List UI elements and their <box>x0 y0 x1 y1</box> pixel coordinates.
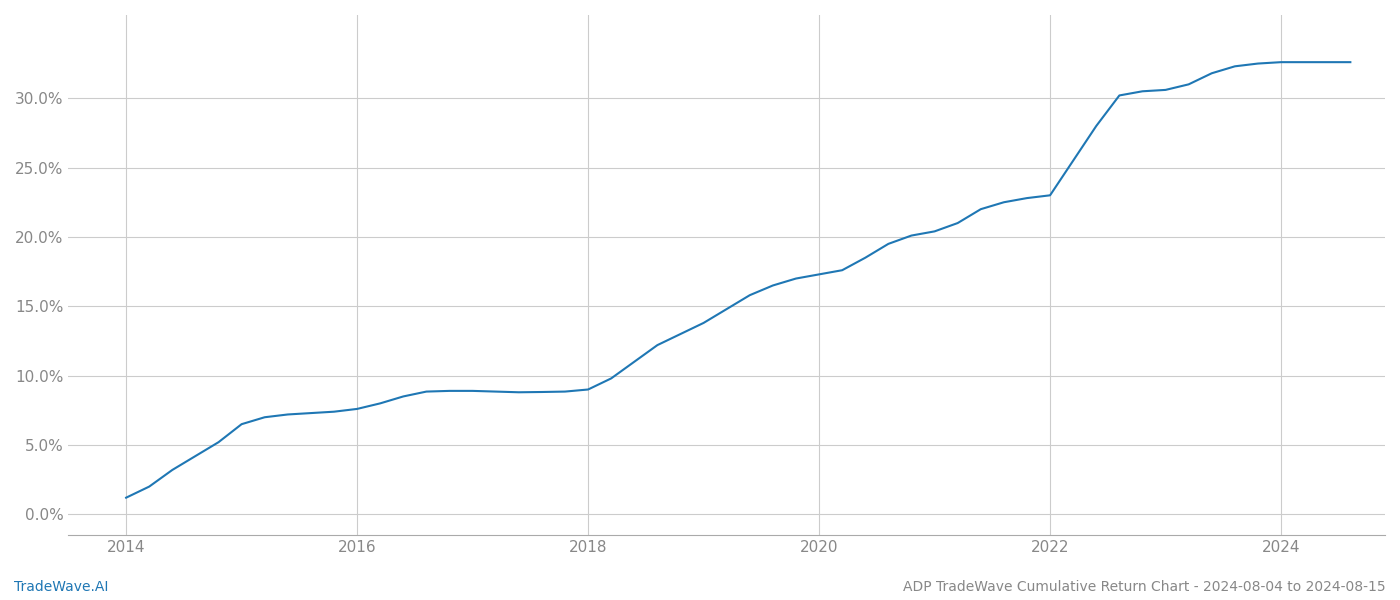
Text: TradeWave.AI: TradeWave.AI <box>14 580 108 594</box>
Text: ADP TradeWave Cumulative Return Chart - 2024-08-04 to 2024-08-15: ADP TradeWave Cumulative Return Chart - … <box>903 580 1386 594</box>
